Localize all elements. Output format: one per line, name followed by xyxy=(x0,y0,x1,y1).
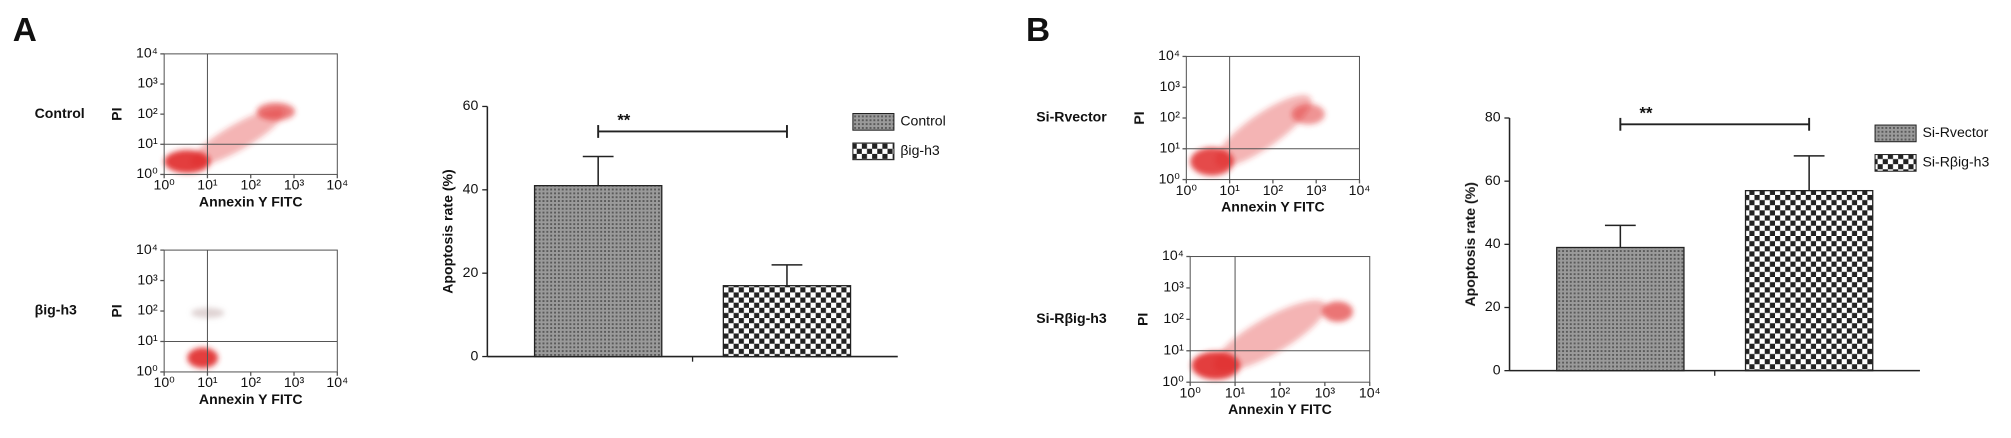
x-tick-label: 10³ xyxy=(284,374,305,390)
legend-label: Si-Rvector xyxy=(1923,124,1989,140)
legend-label: Control xyxy=(900,113,945,129)
x-tick-label: 10¹ xyxy=(1225,384,1246,400)
y-axis-label: PI xyxy=(1135,313,1151,326)
y-tick-label: 10⁴ xyxy=(1158,47,1180,63)
y-tick-label: 20 xyxy=(463,264,479,280)
significance-label: ** xyxy=(1640,103,1653,122)
y-tick-label: 10³ xyxy=(1160,78,1181,94)
y-tick-label: 10⁰ xyxy=(136,165,158,181)
x-tick-label: 10³ xyxy=(284,177,305,193)
sample-label: βig-h3 xyxy=(35,302,77,318)
y-tick-label: 60 xyxy=(463,97,479,113)
bar xyxy=(1556,246,1685,372)
y-tick-label: 10² xyxy=(137,105,158,121)
x-tick-label: 10⁰ xyxy=(153,177,175,193)
y-tick-label: 10³ xyxy=(1163,279,1184,295)
x-tick-label: 10² xyxy=(241,374,262,390)
legend-swatch xyxy=(1874,124,1917,143)
y-tick-label: 10⁰ xyxy=(136,363,158,379)
y-tick-label: 10³ xyxy=(137,271,158,287)
x-tick-label: 10⁴ xyxy=(1359,384,1381,400)
x-axis-label: Annexin Y FITC xyxy=(1221,198,1325,214)
y-tick-label: 10¹ xyxy=(1160,140,1181,156)
y-tick-label: 10¹ xyxy=(137,332,158,348)
y-tick-label: 40 xyxy=(1485,235,1501,251)
x-tick-label: 10² xyxy=(1263,182,1284,198)
panel-label: A xyxy=(13,12,37,49)
y-axis-label: PI xyxy=(109,304,125,317)
y-tick-label: 60 xyxy=(1485,172,1501,188)
y-tick-label: 10² xyxy=(1163,310,1184,326)
panel-label: B xyxy=(1026,12,1050,49)
y-tick-label: 10¹ xyxy=(137,135,158,151)
y-axis-label: Apoptosis rate (%) xyxy=(440,169,456,294)
y-tick-label: 10¹ xyxy=(1163,341,1184,357)
y-tick-label: 10² xyxy=(1160,109,1181,125)
x-axis-label: Annexin Y FITC xyxy=(1228,401,1332,417)
x-tick-label: 10⁰ xyxy=(153,374,175,390)
y-tick-label: 80 xyxy=(1485,109,1501,125)
legend-swatch xyxy=(1874,154,1917,172)
x-tick-label: 10² xyxy=(241,177,262,193)
bar xyxy=(533,185,663,358)
sample-label: Control xyxy=(35,105,85,121)
x-axis-label: Annexin Y FITC xyxy=(199,193,303,209)
x-axis-label: Annexin Y FITC xyxy=(199,391,303,407)
x-tick-label: 10¹ xyxy=(1219,182,1240,198)
x-tick-label: 10³ xyxy=(1306,182,1327,198)
sample-label: Si-Rβig-h3 xyxy=(1036,310,1107,326)
bar xyxy=(722,285,852,358)
legend-label: Si-Rβig-h3 xyxy=(1923,154,1990,170)
significance-label: ** xyxy=(617,111,630,130)
y-tick-label: 10⁴ xyxy=(1162,247,1184,263)
x-tick-label: 10¹ xyxy=(197,177,218,193)
x-tick-label: 10³ xyxy=(1315,384,1336,400)
bar xyxy=(1744,189,1874,372)
x-tick-label: 10⁰ xyxy=(1176,182,1198,198)
y-tick-label: 0 xyxy=(1493,361,1501,377)
x-tick-label: 10¹ xyxy=(197,374,218,390)
y-tick-label: 10⁰ xyxy=(1159,170,1181,186)
x-tick-label: 10⁴ xyxy=(326,374,348,390)
sample-label: Si-Rvector xyxy=(1036,109,1107,125)
y-tick-label: 10⁴ xyxy=(136,45,158,61)
y-tick-label: 10⁰ xyxy=(1162,373,1184,389)
x-tick-label: 10⁴ xyxy=(1349,182,1371,198)
legend-swatch xyxy=(852,112,895,131)
y-tick-label: 0 xyxy=(471,347,479,363)
y-tick-label: 40 xyxy=(463,181,479,197)
y-axis-label: PI xyxy=(1131,111,1147,124)
y-axis-label: PI xyxy=(109,107,125,120)
y-axis-label: Apoptosis rate (%) xyxy=(1462,182,1478,307)
x-tick-label: 10⁰ xyxy=(1180,384,1202,400)
x-tick-label: 10² xyxy=(1270,384,1291,400)
legend-label: βig-h3 xyxy=(900,142,940,158)
x-tick-label: 10⁴ xyxy=(326,177,348,193)
y-tick-label: 20 xyxy=(1485,298,1501,314)
y-tick-label: 10⁴ xyxy=(136,241,158,257)
legend-swatch xyxy=(852,142,895,161)
y-tick-label: 10² xyxy=(137,302,158,318)
y-tick-label: 10³ xyxy=(137,75,158,91)
